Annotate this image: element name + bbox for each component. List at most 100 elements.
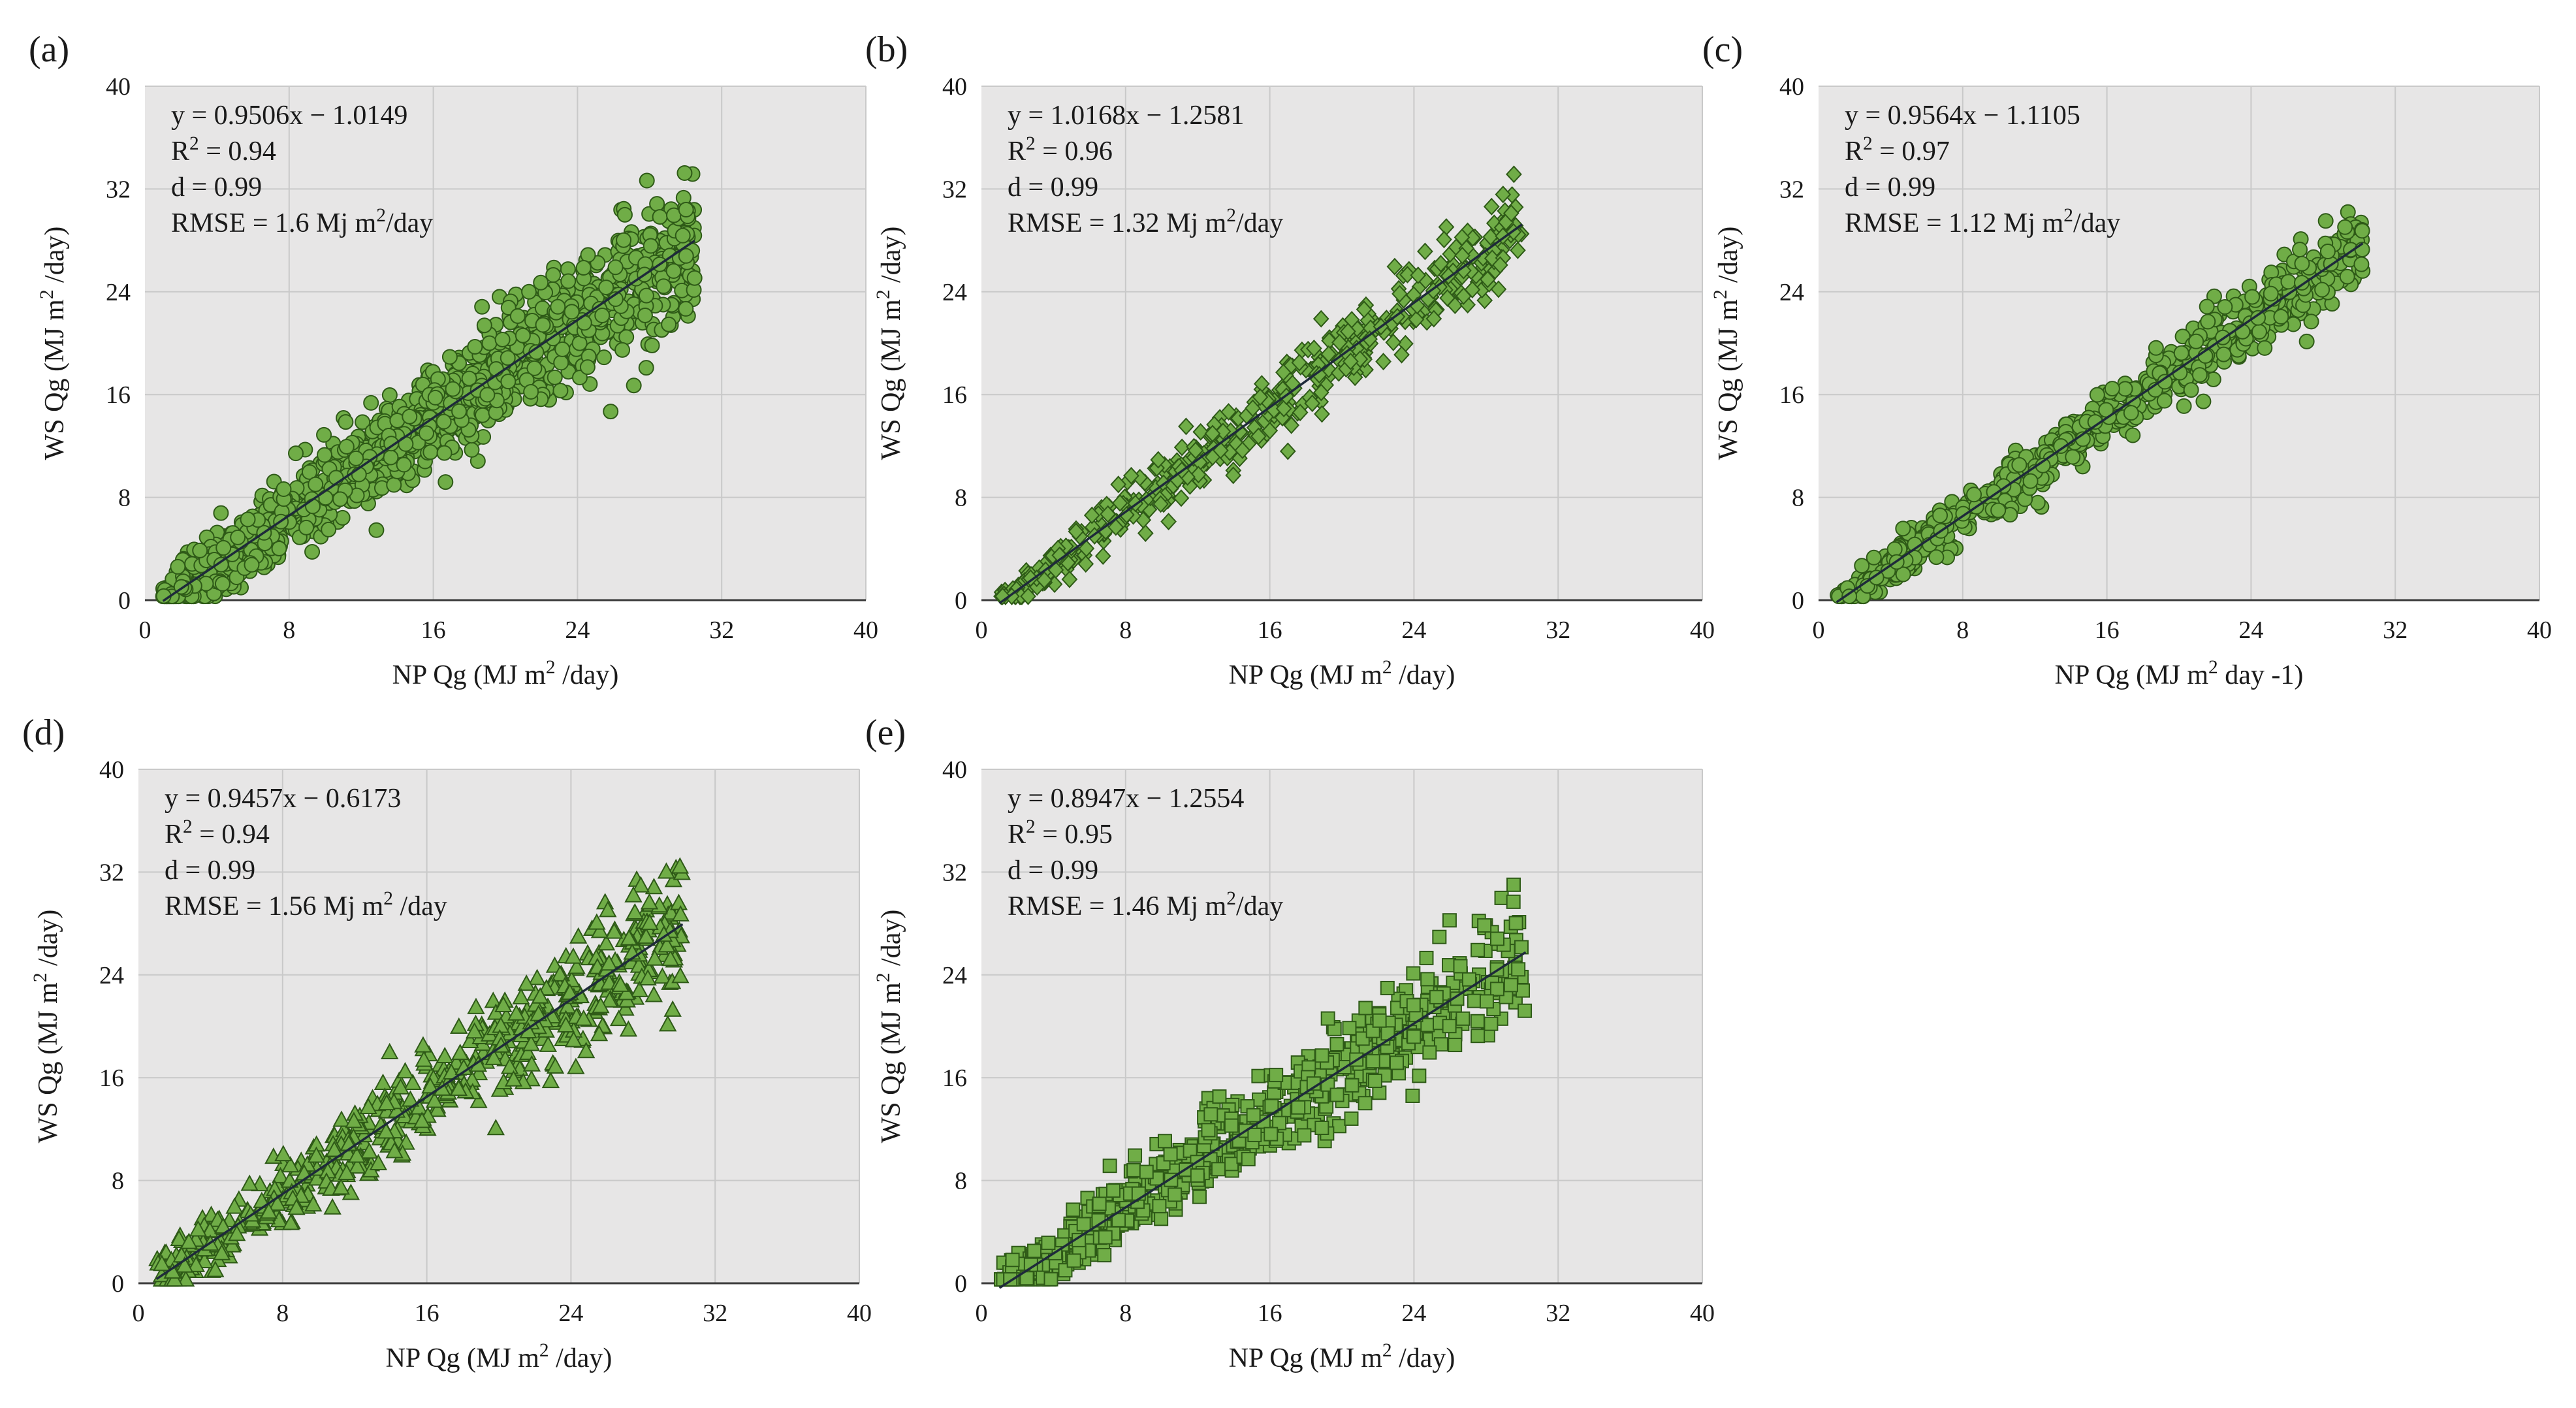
data-point: [1342, 1021, 1357, 1036]
data-point: [2065, 449, 2081, 465]
data-point: [213, 505, 229, 521]
data-point: [2280, 274, 2297, 290]
data-point: [305, 498, 321, 515]
data-point: [1157, 1134, 1172, 1149]
data-point: [363, 394, 379, 411]
y-axis-title: WS Qg (MJ m2 /day): [873, 227, 906, 460]
y-tick-label: 40: [106, 73, 131, 101]
y-tick-label: 32: [942, 859, 967, 886]
data-point: [1139, 1164, 1154, 1179]
data-point: [652, 209, 668, 225]
data-point: [2148, 340, 2164, 356]
data-point: [427, 389, 443, 406]
data-point: [1380, 980, 1395, 995]
data-point: [368, 522, 385, 538]
data-point: [2011, 456, 2027, 473]
data-point: [523, 383, 539, 400]
data-point: [2216, 346, 2232, 362]
data-point: [308, 476, 324, 492]
data-point: [1966, 487, 1982, 503]
data-point: [575, 260, 592, 276]
data-point: [1005, 1253, 1020, 1268]
data-point: [2029, 494, 2046, 511]
x-tick-label: 32: [1546, 616, 1570, 644]
data-point: [1442, 913, 1457, 928]
data-point: [1990, 502, 2007, 519]
data-point: [1332, 1119, 1347, 1134]
data-point: [1484, 1016, 1499, 1031]
data-point: [1506, 877, 1521, 892]
data-point: [1932, 507, 1948, 524]
panel-label: (c): [1702, 29, 1743, 70]
data-point: [338, 414, 354, 430]
regression-stat: R2 = 0.97: [1845, 133, 1950, 167]
panel-label: (a): [29, 29, 69, 70]
x-tick-label: 24: [1401, 616, 1426, 644]
y-tick-label: 16: [1779, 381, 1804, 409]
data-point: [2314, 281, 2330, 298]
data-point: [1297, 1128, 1312, 1143]
data-point: [1479, 994, 1494, 1009]
x-axis-title: NP Qg (MJ m2 day -1): [2055, 657, 2304, 690]
data-point: [515, 327, 531, 344]
data-point: [1201, 1123, 1216, 1138]
chart-panel-2: 00 8 8 16 16 24 24 32 32 40 40 y = 1.0168x − 1.2581…: [865, 29, 1715, 690]
data-point: [675, 227, 691, 244]
data-point: [676, 165, 693, 182]
data-point: [2125, 427, 2141, 443]
data-point: [2200, 313, 2216, 330]
y-tick-label: 24: [1779, 279, 1804, 306]
data-point: [1448, 1038, 1463, 1053]
y-tick-label: 16: [942, 381, 967, 409]
data-point: [521, 283, 537, 300]
y-tick-label: 0: [1792, 587, 1804, 615]
data-point: [607, 259, 624, 276]
data-point: [1422, 1045, 1437, 1060]
x-tick-label: 32: [1546, 1300, 1570, 1327]
regression-stat: d = 0.99: [1845, 172, 1935, 202]
data-point: [1854, 558, 1870, 574]
data-point: [1041, 1236, 1056, 1251]
data-point: [2195, 393, 2212, 409]
data-point: [436, 445, 453, 461]
data-point: [678, 300, 694, 317]
data-point: [1126, 1162, 1141, 1177]
data-point: [1489, 982, 1504, 997]
data-point: [271, 540, 287, 556]
y-tick-label: 24: [942, 962, 967, 989]
data-point: [1453, 959, 1468, 974]
data-point: [2251, 323, 2267, 340]
data-point: [1320, 1011, 1335, 1026]
x-axis-title: NP Qg (MJ m2 /day): [392, 657, 619, 690]
x-tick-label: 24: [2238, 616, 2263, 644]
data-point: [2319, 244, 2336, 260]
y-axis-title: WS Qg (MJ m2 /day): [30, 910, 63, 1144]
x-tick-label: 8: [1119, 1300, 1132, 1327]
data-point: [1467, 993, 1482, 1008]
data-point: [639, 172, 655, 189]
data-point: [1928, 549, 1945, 566]
data-point: [1168, 1187, 1183, 1202]
data-point: [332, 491, 348, 507]
data-point: [1372, 1013, 1387, 1028]
data-point: [1494, 890, 1509, 905]
x-tick-label: 40: [1690, 616, 1715, 644]
data-point: [381, 387, 398, 404]
x-axis-title: NP Qg (MJ m2 /day): [386, 1340, 612, 1373]
data-point: [1066, 1202, 1081, 1217]
data-point: [451, 403, 468, 419]
x-tick-label: 40: [847, 1300, 872, 1327]
data-point: [2199, 298, 2215, 315]
panel-label: (d): [22, 712, 65, 753]
data-point: [1102, 1159, 1117, 1174]
data-point: [348, 450, 364, 466]
data-point: [1203, 1107, 1218, 1122]
data-point: [422, 444, 439, 460]
data-point: [1514, 940, 1529, 955]
y-tick-label: 40: [99, 756, 124, 784]
data-point: [1241, 1151, 1256, 1166]
regression-stat: y = 1.0168x − 1.2581: [1008, 101, 1244, 131]
data-point: [298, 519, 315, 536]
data-point: [2294, 255, 2310, 272]
data-point: [616, 206, 633, 223]
